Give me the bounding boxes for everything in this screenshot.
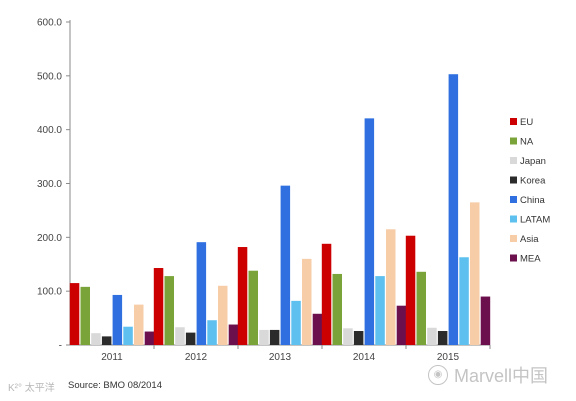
bar-asia-2012: [218, 285, 228, 345]
bar-korea-2012: [185, 332, 196, 345]
y-tick-label: 500.0: [37, 71, 62, 82]
bar-asia-2014: [386, 229, 396, 345]
legend-label-korea: Korea: [520, 176, 546, 187]
legend-swatch-latam: [510, 215, 517, 223]
bar-japan-2013: [259, 329, 269, 345]
legend-swatch-mea: [510, 254, 517, 262]
x-tick-label: 2011: [101, 352, 123, 363]
x-tick-label: 2014: [353, 352, 376, 363]
wechat-icon: ◉: [428, 365, 448, 385]
legend-swatch-na: [510, 137, 517, 145]
bar-china-2015: [448, 74, 459, 346]
bar-latam-2012: [207, 320, 217, 345]
x-tick-label: 2015: [437, 352, 460, 363]
x-tick-label: 2012: [185, 352, 208, 363]
legend-label-mea: MEA: [520, 254, 541, 265]
legend-label-asia: Asia: [520, 234, 539, 245]
watermark-right-text: Marvell中国: [454, 366, 549, 386]
y-tick-label: 600.0: [37, 18, 62, 29]
x-tick-label: 2013: [269, 352, 292, 363]
bar-china-2011: [112, 294, 123, 345]
bar-eu-2015: [405, 235, 416, 345]
y-tick-label: 400.0: [37, 125, 62, 136]
bar-na-2014: [332, 273, 342, 345]
bar-mea-2015: [480, 296, 491, 345]
y-tick-label: 100.0: [37, 287, 62, 298]
bar-na-2013: [248, 270, 258, 345]
watermark-right: ◉ Marvell中国: [428, 362, 548, 388]
bar-eu-2013: [237, 247, 248, 345]
legend-label-na: NA: [520, 137, 534, 148]
legend-swatch-china: [510, 196, 517, 203]
bar-na-2011: [80, 286, 90, 345]
bar-eu-2012: [153, 268, 164, 345]
bar-japan-2012: [175, 327, 185, 345]
legend-swatch-korea: [510, 176, 517, 184]
bar-japan-2015: [427, 327, 437, 345]
bar-korea-2013: [269, 329, 280, 345]
bar-mea-2013: [312, 313, 323, 345]
bar-mea-2014: [396, 305, 407, 345]
bar-japan-2014: [343, 328, 353, 345]
bar-eu-2014: [321, 243, 332, 345]
bar-na-2015: [416, 271, 426, 345]
y-tick-label: 300.0: [37, 179, 62, 190]
bar-korea-2011: [101, 336, 112, 345]
legend-swatch-japan: [510, 157, 517, 164]
bar-eu-2011: [69, 283, 80, 345]
bar-latam-2015: [459, 257, 469, 345]
bar-asia-2015: [470, 202, 480, 345]
legend-label-china: China: [520, 195, 546, 206]
bar-mea-2012: [228, 324, 239, 345]
bar-na-2012: [164, 276, 174, 345]
bar-latam-2014: [375, 276, 385, 345]
bar-korea-2014: [353, 331, 364, 345]
legend-label-latam: LATAM: [520, 215, 550, 226]
bar-latam-2011: [123, 326, 133, 345]
legend-label-japan: Japan: [520, 156, 546, 167]
legend-swatch-eu: [510, 118, 517, 125]
legend-label-eu: EU: [520, 117, 533, 128]
bar-japan-2011: [91, 333, 101, 345]
bar-korea-2015: [437, 331, 448, 345]
legend-swatch-asia: [510, 235, 517, 242]
bar-asia-2011: [134, 304, 144, 345]
bar-mea-2011: [144, 331, 155, 345]
source-note: Source: BMO 08/2014: [68, 380, 162, 391]
bar-china-2012: [196, 242, 207, 345]
y-tick-label: 200.0: [37, 233, 62, 244]
watermark-left: K²° 太平洋: [8, 383, 55, 394]
bar-latam-2013: [291, 300, 301, 345]
bar-asia-2013: [302, 258, 312, 345]
bar-china-2014: [364, 118, 375, 345]
bar-china-2013: [280, 185, 291, 345]
y-tick-label: -: [59, 341, 62, 352]
